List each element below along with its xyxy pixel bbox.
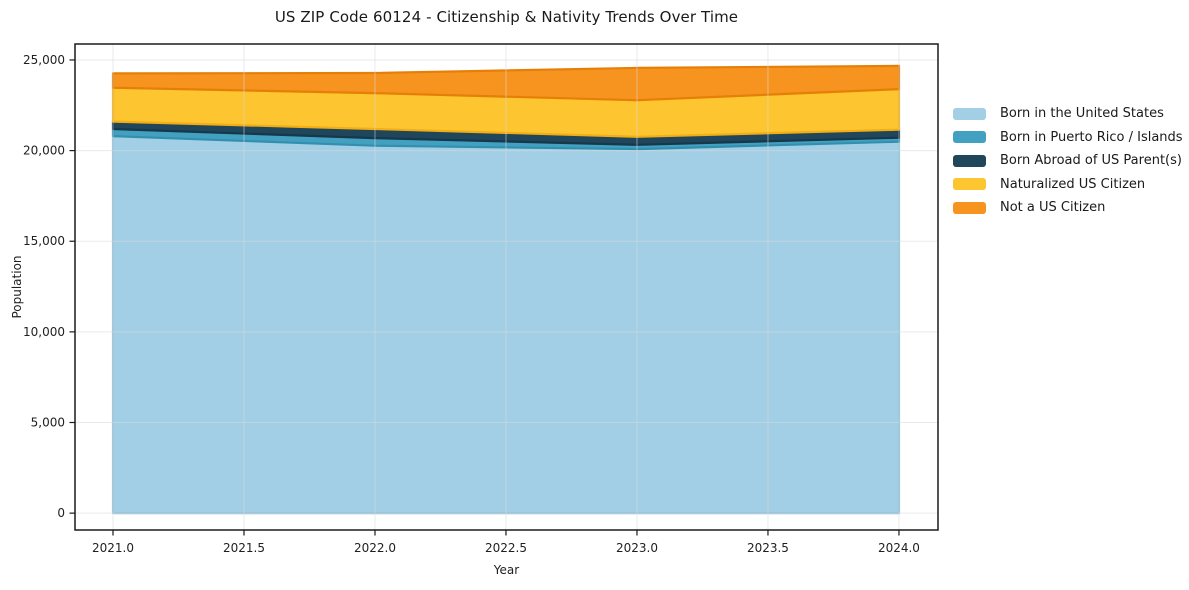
legend-label: Naturalized US Citizen (1000, 176, 1146, 192)
legend-label: Born in the United States (1000, 106, 1164, 121)
legend-item-4: Not a US Citizen (953, 201, 1183, 214)
legend-swatch-icon (953, 107, 986, 120)
legend-label: Not a US Citizen (1000, 200, 1106, 215)
x-tick-label: 2021.0 (92, 541, 134, 555)
legend-swatch-icon (953, 154, 986, 167)
legend-swatch-icon (953, 178, 986, 190)
legend-swatch-icon (953, 201, 986, 214)
y-tick-label: 5,000 (31, 416, 65, 430)
x-tick-label: 2021.5 (223, 541, 265, 555)
legend-item-0: Born in the United States (953, 107, 1183, 120)
x-axis-label: Year (493, 563, 520, 577)
y-axis-label: Population (10, 255, 24, 319)
y-tick-label: 0 (57, 506, 65, 520)
y-tick-label: 15,000 (23, 234, 65, 248)
x-tick-label: 2023.0 (616, 541, 658, 555)
x-tick-label: 2022.5 (485, 541, 527, 555)
y-tick-label: 25,000 (23, 53, 65, 67)
x-tick-label: 2022.0 (354, 541, 396, 555)
legend-label: Born in Puerto Rico / Islands (1000, 129, 1183, 145)
y-tick-label: 20,000 (23, 144, 65, 158)
legend-swatch-icon (953, 131, 986, 143)
legend-label: Born Abroad of US Parent(s) (1000, 153, 1182, 168)
legend-item-3: Naturalized US Citizen (953, 178, 1183, 191)
legend-item-2: Born Abroad of US Parent(s) (953, 154, 1183, 167)
x-tick-label: 2024.0 (878, 541, 920, 555)
legend-item-1: Born in Puerto Rico / Islands (953, 131, 1183, 144)
chart-title: US ZIP Code 60124 - Citizenship & Nativi… (274, 8, 739, 26)
y-tick-label: 10,000 (23, 325, 65, 339)
x-tick-label: 2023.5 (747, 541, 789, 555)
legend: Born in the United States Born in Puerto … (953, 107, 1183, 225)
